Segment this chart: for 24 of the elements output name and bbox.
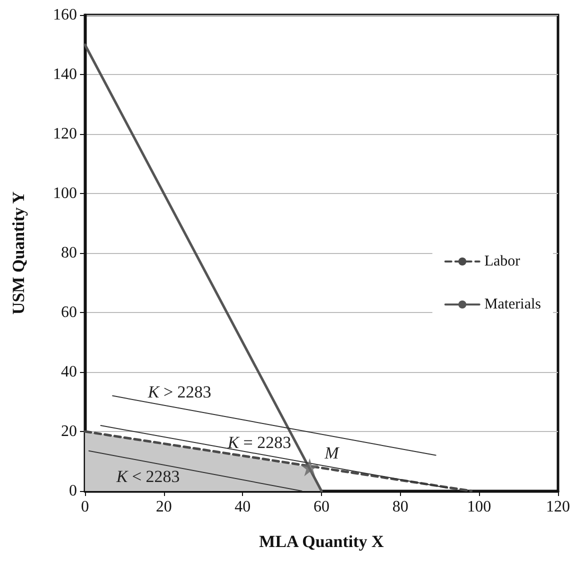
- x-tick-label: 0: [81, 498, 89, 516]
- y-tick-label: 160: [53, 6, 77, 24]
- legend-label: Materials: [484, 296, 542, 312]
- annotation: K < 2283: [115, 467, 180, 486]
- y-tick-label: 80: [61, 244, 77, 262]
- x-tick-label: 120: [546, 498, 570, 516]
- x-tick-label: 40: [234, 498, 251, 516]
- x-tick-label: 60: [314, 498, 330, 516]
- y-axis-title: USM Quantity Y: [9, 191, 28, 315]
- x-tick-label: 20: [156, 498, 172, 516]
- annotation: K > 2283: [146, 382, 212, 402]
- x-tick-label: 80: [392, 498, 408, 516]
- y-tick-label: 20: [61, 423, 77, 440]
- y-tick-label: 100: [53, 185, 77, 202]
- annotation: M: [324, 444, 340, 463]
- annotation: K = 2283: [226, 433, 292, 452]
- y-tick-label: 40: [61, 364, 77, 380]
- y-tick-label: 60: [61, 304, 77, 321]
- x-axis-title: MLA Quantity X: [259, 532, 385, 551]
- y-tick-label: 0: [69, 482, 77, 500]
- y-tick-label: 120: [53, 126, 77, 142]
- x-tick-label: 100: [467, 498, 492, 516]
- y-tick-label: 140: [53, 66, 77, 83]
- legend-label: Labor: [484, 254, 520, 270]
